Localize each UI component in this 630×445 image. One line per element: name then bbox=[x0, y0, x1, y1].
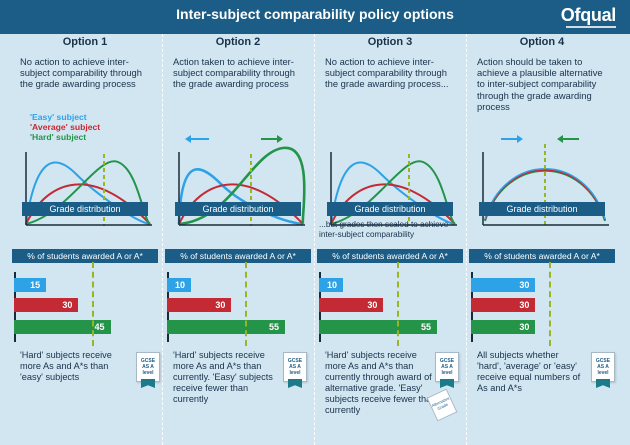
option-title: Option 1 bbox=[62, 36, 108, 48]
option-title: Option 4 bbox=[519, 36, 565, 48]
right-arrow-icon bbox=[261, 135, 283, 143]
legend-average: 'Average' subject bbox=[30, 122, 101, 132]
left-arrow-icon bbox=[557, 135, 579, 143]
hard-bar: 45 bbox=[14, 320, 111, 334]
page-title: Inter-subject comparability policy optio… bbox=[176, 6, 454, 22]
subject-legend: 'Easy' subject 'Average' subject 'Hard' … bbox=[30, 112, 100, 142]
right-arrow-icon bbox=[501, 135, 523, 143]
certificate-icon: GCSE AS A level bbox=[136, 352, 160, 382]
easy-bar: 10 bbox=[167, 278, 191, 292]
percent-a-label: % of students awarded A or A* bbox=[12, 249, 158, 263]
grade-distribution-label: Grade distribution bbox=[22, 202, 148, 216]
average-bar: 30 bbox=[167, 298, 232, 312]
certificate-icon: GCSE AS A level bbox=[435, 352, 459, 382]
left-arrow-icon bbox=[185, 135, 209, 143]
grade-distribution-label: Grade distribution bbox=[327, 202, 453, 216]
threshold-line bbox=[245, 262, 247, 346]
ofqual-logo: Ofqual bbox=[560, 5, 617, 25]
average-bar: 30 bbox=[14, 298, 79, 312]
option-description: No action to achieve inter-subject compa… bbox=[20, 56, 142, 90]
option-1-column: Option 1 No action to achieve inter-subj… bbox=[10, 34, 160, 445]
threshold-line bbox=[549, 262, 551, 346]
header-bar bbox=[0, 0, 630, 34]
grade-distribution-label: Grade distribution bbox=[479, 202, 605, 216]
hard-bar: 30 bbox=[471, 320, 536, 334]
option-4-column: Option 4 Action should be taken to achie… bbox=[467, 34, 617, 445]
grade-distribution-chart bbox=[177, 135, 306, 226]
option-note: All subjects whether 'hard', 'average' o… bbox=[477, 350, 581, 393]
option-description: Action should be taken to achieve a plau… bbox=[477, 56, 603, 112]
average-bar: 30 bbox=[471, 298, 536, 312]
option-3-column: Option 3 No action to achieve inter-subj… bbox=[315, 34, 465, 445]
easy-bar: 15 bbox=[14, 278, 47, 292]
percent-a-label: % of students awarded A or A* bbox=[165, 249, 311, 263]
percent-a-label: % of students awarded A or A* bbox=[317, 249, 463, 263]
easy-curve bbox=[177, 168, 304, 226]
option-note: 'Hard' subjects receive more As and A*s … bbox=[173, 350, 273, 404]
option-description: Action taken to achieve inter-subject co… bbox=[173, 56, 295, 90]
hard-bar: 55 bbox=[167, 320, 285, 334]
option-note: 'Hard' subjects receive more As and A*s … bbox=[325, 350, 437, 415]
scaled-note: ...but grades then scaled to achieve int… bbox=[319, 220, 449, 239]
threshold-line bbox=[92, 262, 94, 346]
option-description: No action to achieve inter-subject compa… bbox=[325, 56, 449, 90]
legend-easy: 'Easy' subject bbox=[30, 112, 87, 122]
option-title: Option 3 bbox=[367, 36, 413, 48]
average-bar: 30 bbox=[319, 298, 384, 312]
option-title: Option 2 bbox=[215, 36, 261, 48]
legend-hard: 'Hard' subject bbox=[30, 132, 87, 142]
grade-distribution-label: Grade distribution bbox=[175, 202, 301, 216]
certificate-icon: GCSE AS A level bbox=[591, 352, 615, 382]
option-note: 'Hard' subjects receive more As and A*s … bbox=[20, 350, 112, 382]
column-divider bbox=[466, 34, 467, 445]
threshold-line bbox=[397, 262, 399, 346]
certificate-icon: GCSE AS A level bbox=[283, 352, 307, 382]
column-divider bbox=[314, 34, 315, 445]
percent-a-label: % of students awarded A or A* bbox=[469, 249, 615, 263]
easy-bar: 10 bbox=[319, 278, 343, 292]
column-divider bbox=[162, 34, 163, 445]
grade-distribution-chart bbox=[482, 135, 609, 226]
hard-bar: 55 bbox=[319, 320, 437, 334]
logo-underline bbox=[566, 26, 616, 28]
easy-bar: 30 bbox=[471, 278, 536, 292]
option-2-column: Option 2 Action taken to achieve inter-s… bbox=[163, 34, 313, 445]
